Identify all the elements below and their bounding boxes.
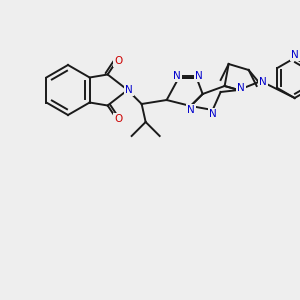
Text: N: N bbox=[195, 71, 203, 81]
Text: N: N bbox=[259, 77, 266, 87]
Text: N: N bbox=[291, 50, 298, 60]
Text: N: N bbox=[237, 83, 244, 93]
Text: O: O bbox=[115, 115, 123, 124]
Text: N: N bbox=[125, 85, 133, 95]
Text: O: O bbox=[115, 56, 123, 65]
Text: N: N bbox=[187, 105, 194, 115]
Text: N: N bbox=[209, 109, 217, 119]
Text: N: N bbox=[173, 71, 181, 81]
